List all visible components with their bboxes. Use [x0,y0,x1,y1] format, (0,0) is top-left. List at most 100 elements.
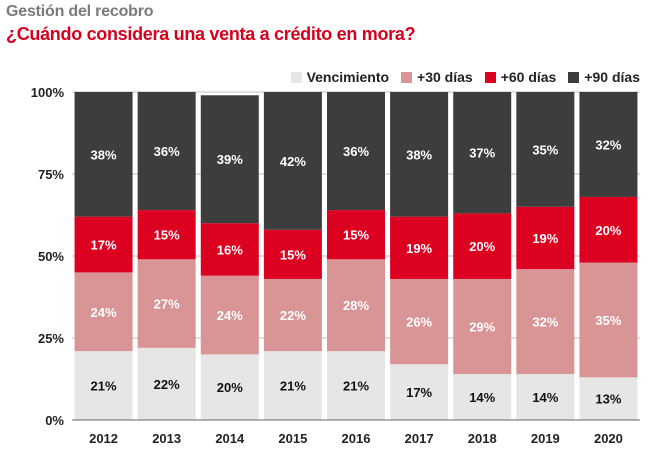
chart-legend: Vencimiento +30 días +60 días +90 días [290,69,640,85]
bar-segment [200,275,259,355]
bar-value-label: 24% [91,305,117,320]
bar-value-label: 15% [343,228,369,243]
bar-segment [74,272,133,352]
bar-value-label: 14% [469,390,495,405]
bar-value-label: 26% [406,315,432,330]
legend-label-90-dias: +90 días [584,69,640,85]
value-labels-group: 21% 24% 17% 38% 22% 27% 15% 36% 20% 24% 16% 39% 21% 2… [91,137,622,406]
bar-segment [137,347,196,420]
bar-value-label: 42% [280,154,306,169]
bar-value-label: 14% [532,390,558,405]
bar-segment [74,351,133,420]
legend-swatch-vencimiento [290,71,302,83]
x-tick-label: 2014 [215,431,245,446]
bar-value-label: 35% [532,142,558,157]
bar-value-label: 36% [154,144,180,159]
bar-value-label: 38% [91,147,117,162]
bar-value-label: 17% [406,385,432,400]
bar-value-label: 24% [217,308,243,323]
legend-item-vencimiento: Vencimiento [290,69,390,85]
bar-segment [453,213,512,279]
x-tick-label: 2015 [278,431,307,446]
legend-swatch-60-dias [484,71,496,83]
x-tick-label: 2020 [594,431,623,446]
bar-value-label: 19% [406,241,432,256]
bar-segment [453,278,512,375]
bar-segment [390,216,449,279]
bar-segment [390,92,449,217]
bar-segment [200,95,259,224]
y-axis: 0% 25% 50% 75% 100% [31,85,65,428]
bar-segment [263,278,322,352]
bar-value-label: 38% [406,147,432,162]
bar-value-label: 35% [595,313,621,328]
legend-label-vencimiento: Vencimiento [306,69,390,85]
bar-segment [390,278,449,365]
bar-segment [137,259,196,348]
bar-value-label: 22% [280,308,306,323]
bar-value-label: 21% [91,379,117,394]
x-tick-label: 2013 [152,431,181,446]
chart-supertitle: Gestión del recobro [6,3,154,20]
y-tick-label: 75% [38,167,64,182]
bar-segment [263,92,322,230]
bar-value-label: 36% [343,144,369,159]
bar-segment [453,374,512,420]
bar-value-label: 19% [532,231,558,246]
bar-segment [263,229,322,279]
bar-segment [200,223,259,276]
bar-value-label: 29% [469,320,495,335]
bar-value-label: 27% [154,297,180,312]
bar-value-label: 15% [154,228,180,243]
bar-value-label: 39% [217,152,243,167]
x-tick-label: 2017 [405,431,434,446]
x-tick-label: 2018 [468,431,497,446]
bar-value-label: 32% [595,137,621,152]
legend-item-60-dias: +60 días [484,69,557,85]
x-tick-label: 2012 [89,431,118,446]
chart-title: ¿Cuándo considera una venta a crédito en… [6,24,416,44]
y-tick-label: 25% [38,331,64,346]
bars-group [74,92,638,420]
bar-segment [579,377,638,420]
y-tick-label: 100% [31,85,65,100]
bar-segment [327,259,385,352]
bar-value-label: 21% [343,379,369,394]
bar-value-label: 20% [595,223,621,238]
bar-segment [516,374,575,420]
bar-value-label: 22% [154,377,180,392]
bar-value-label: 20% [469,239,495,254]
x-axis: 2012 2013 2014 2015 2016 2017 2018 2019 2020 [72,419,640,446]
legend-swatch-30-dias [401,71,413,83]
bar-segment [137,210,196,260]
x-tick-label: 2016 [342,431,371,446]
bar-segment [74,216,133,273]
legend-label-30-dias: +30 días [417,69,473,85]
bar-value-label: 37% [469,146,495,161]
bar-value-label: 32% [532,315,558,330]
bar-value-label: 16% [217,242,243,257]
y-tick-label: 0% [45,413,64,428]
bar-segment [516,92,575,207]
bar-value-label: 20% [217,380,243,395]
bar-segment [516,206,575,270]
bar-segment [327,210,385,260]
bar-segment [327,92,385,211]
bar-value-label: 13% [595,392,621,407]
bar-segment [200,354,259,420]
legend-swatch-90-dias [568,71,580,83]
legend-item-90-dias: +90 días [568,69,640,85]
bar-segment [137,92,196,211]
legend-item-30-dias: +30 días [401,69,473,85]
bar-segment [390,364,449,420]
legend-label-60-dias: +60 días [500,69,557,85]
bar-segment [327,351,385,420]
x-tick-label: 2019 [531,431,560,446]
bar-segment [74,92,133,217]
y-tick-label: 50% [38,249,64,264]
bar-value-label: 15% [280,247,306,262]
bar-value-label: 21% [280,379,306,394]
bar-segment [579,92,638,197]
bar-segment [579,262,638,378]
